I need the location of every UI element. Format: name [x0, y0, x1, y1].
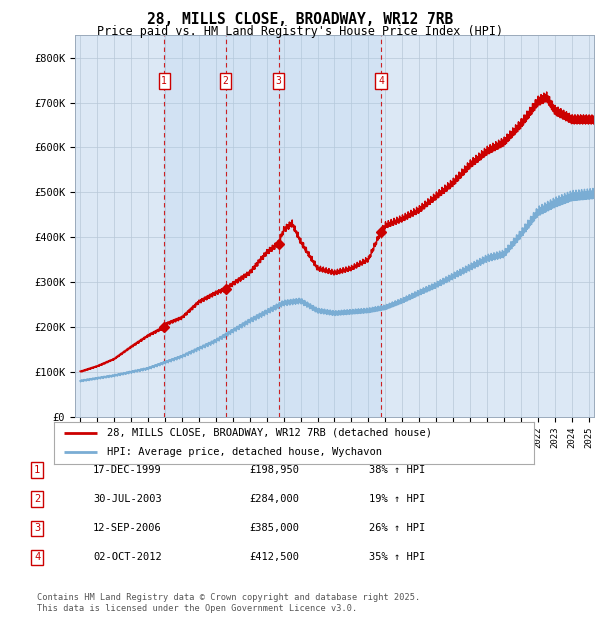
Text: 4: 4: [34, 552, 40, 562]
Text: 19% ↑ HPI: 19% ↑ HPI: [369, 494, 425, 504]
Text: £385,000: £385,000: [249, 523, 299, 533]
Text: Contains HM Land Registry data © Crown copyright and database right 2025.
This d: Contains HM Land Registry data © Crown c…: [37, 593, 421, 613]
Text: 1: 1: [34, 465, 40, 475]
Text: 12-SEP-2006: 12-SEP-2006: [93, 523, 162, 533]
Text: HPI: Average price, detached house, Wychavon: HPI: Average price, detached house, Wych…: [107, 448, 382, 458]
Text: 38% ↑ HPI: 38% ↑ HPI: [369, 465, 425, 475]
Text: 3: 3: [275, 76, 281, 86]
Text: £284,000: £284,000: [249, 494, 299, 504]
Text: 3: 3: [34, 523, 40, 533]
Text: Price paid vs. HM Land Registry's House Price Index (HPI): Price paid vs. HM Land Registry's House …: [97, 25, 503, 38]
Text: £198,950: £198,950: [249, 465, 299, 475]
Text: 02-OCT-2012: 02-OCT-2012: [93, 552, 162, 562]
Text: 35% ↑ HPI: 35% ↑ HPI: [369, 552, 425, 562]
Text: 2: 2: [34, 494, 40, 504]
Text: 28, MILLS CLOSE, BROADWAY, WR12 7RB (detached house): 28, MILLS CLOSE, BROADWAY, WR12 7RB (det…: [107, 428, 432, 438]
Text: 28, MILLS CLOSE, BROADWAY, WR12 7RB: 28, MILLS CLOSE, BROADWAY, WR12 7RB: [147, 12, 453, 27]
Bar: [278, 35, 381, 417]
Bar: [226, 35, 278, 417]
Text: 17-DEC-1999: 17-DEC-1999: [93, 465, 162, 475]
Text: 30-JUL-2003: 30-JUL-2003: [93, 494, 162, 504]
Bar: [164, 35, 226, 417]
Text: 2: 2: [223, 76, 229, 86]
Text: 4: 4: [378, 76, 384, 86]
Text: £412,500: £412,500: [249, 552, 299, 562]
Text: 1: 1: [161, 76, 167, 86]
Text: 26% ↑ HPI: 26% ↑ HPI: [369, 523, 425, 533]
